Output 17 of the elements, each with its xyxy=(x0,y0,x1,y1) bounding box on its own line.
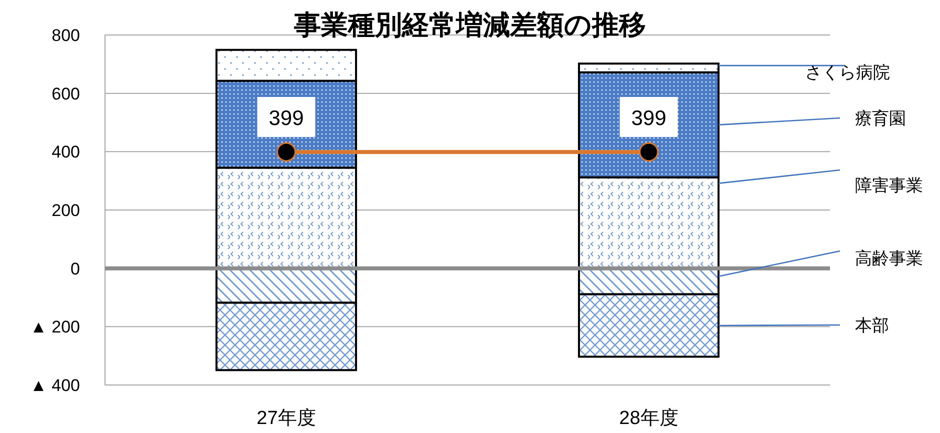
data-label: 399 xyxy=(631,106,666,130)
leader-療育園: 療育園 xyxy=(718,109,906,128)
x-tick-label: 28年度 xyxy=(619,407,678,429)
chart-title: 事業種別経常増減差額の推移 xyxy=(293,10,646,40)
y-tick-label: 0 xyxy=(70,259,80,278)
y-tick-label: ▲ 200 xyxy=(30,318,80,337)
y-tick-label: 200 xyxy=(52,201,80,220)
leader-障害事業: 障害事業 xyxy=(718,169,923,195)
y-tick-label: 800 xyxy=(52,26,80,45)
leader-高齢事業: 高齢事業 xyxy=(718,249,923,277)
leader-さくら病院: さくら病院 xyxy=(718,63,890,82)
x-tick-label: 27年度 xyxy=(256,407,316,429)
leader-本部: 本部 xyxy=(718,316,889,335)
y-tick-label: 600 xyxy=(52,84,80,104)
y-tick-label: 400 xyxy=(52,142,80,162)
data-label: 399 xyxy=(268,106,304,130)
y-tick-label: ▲ 400 xyxy=(30,376,80,395)
